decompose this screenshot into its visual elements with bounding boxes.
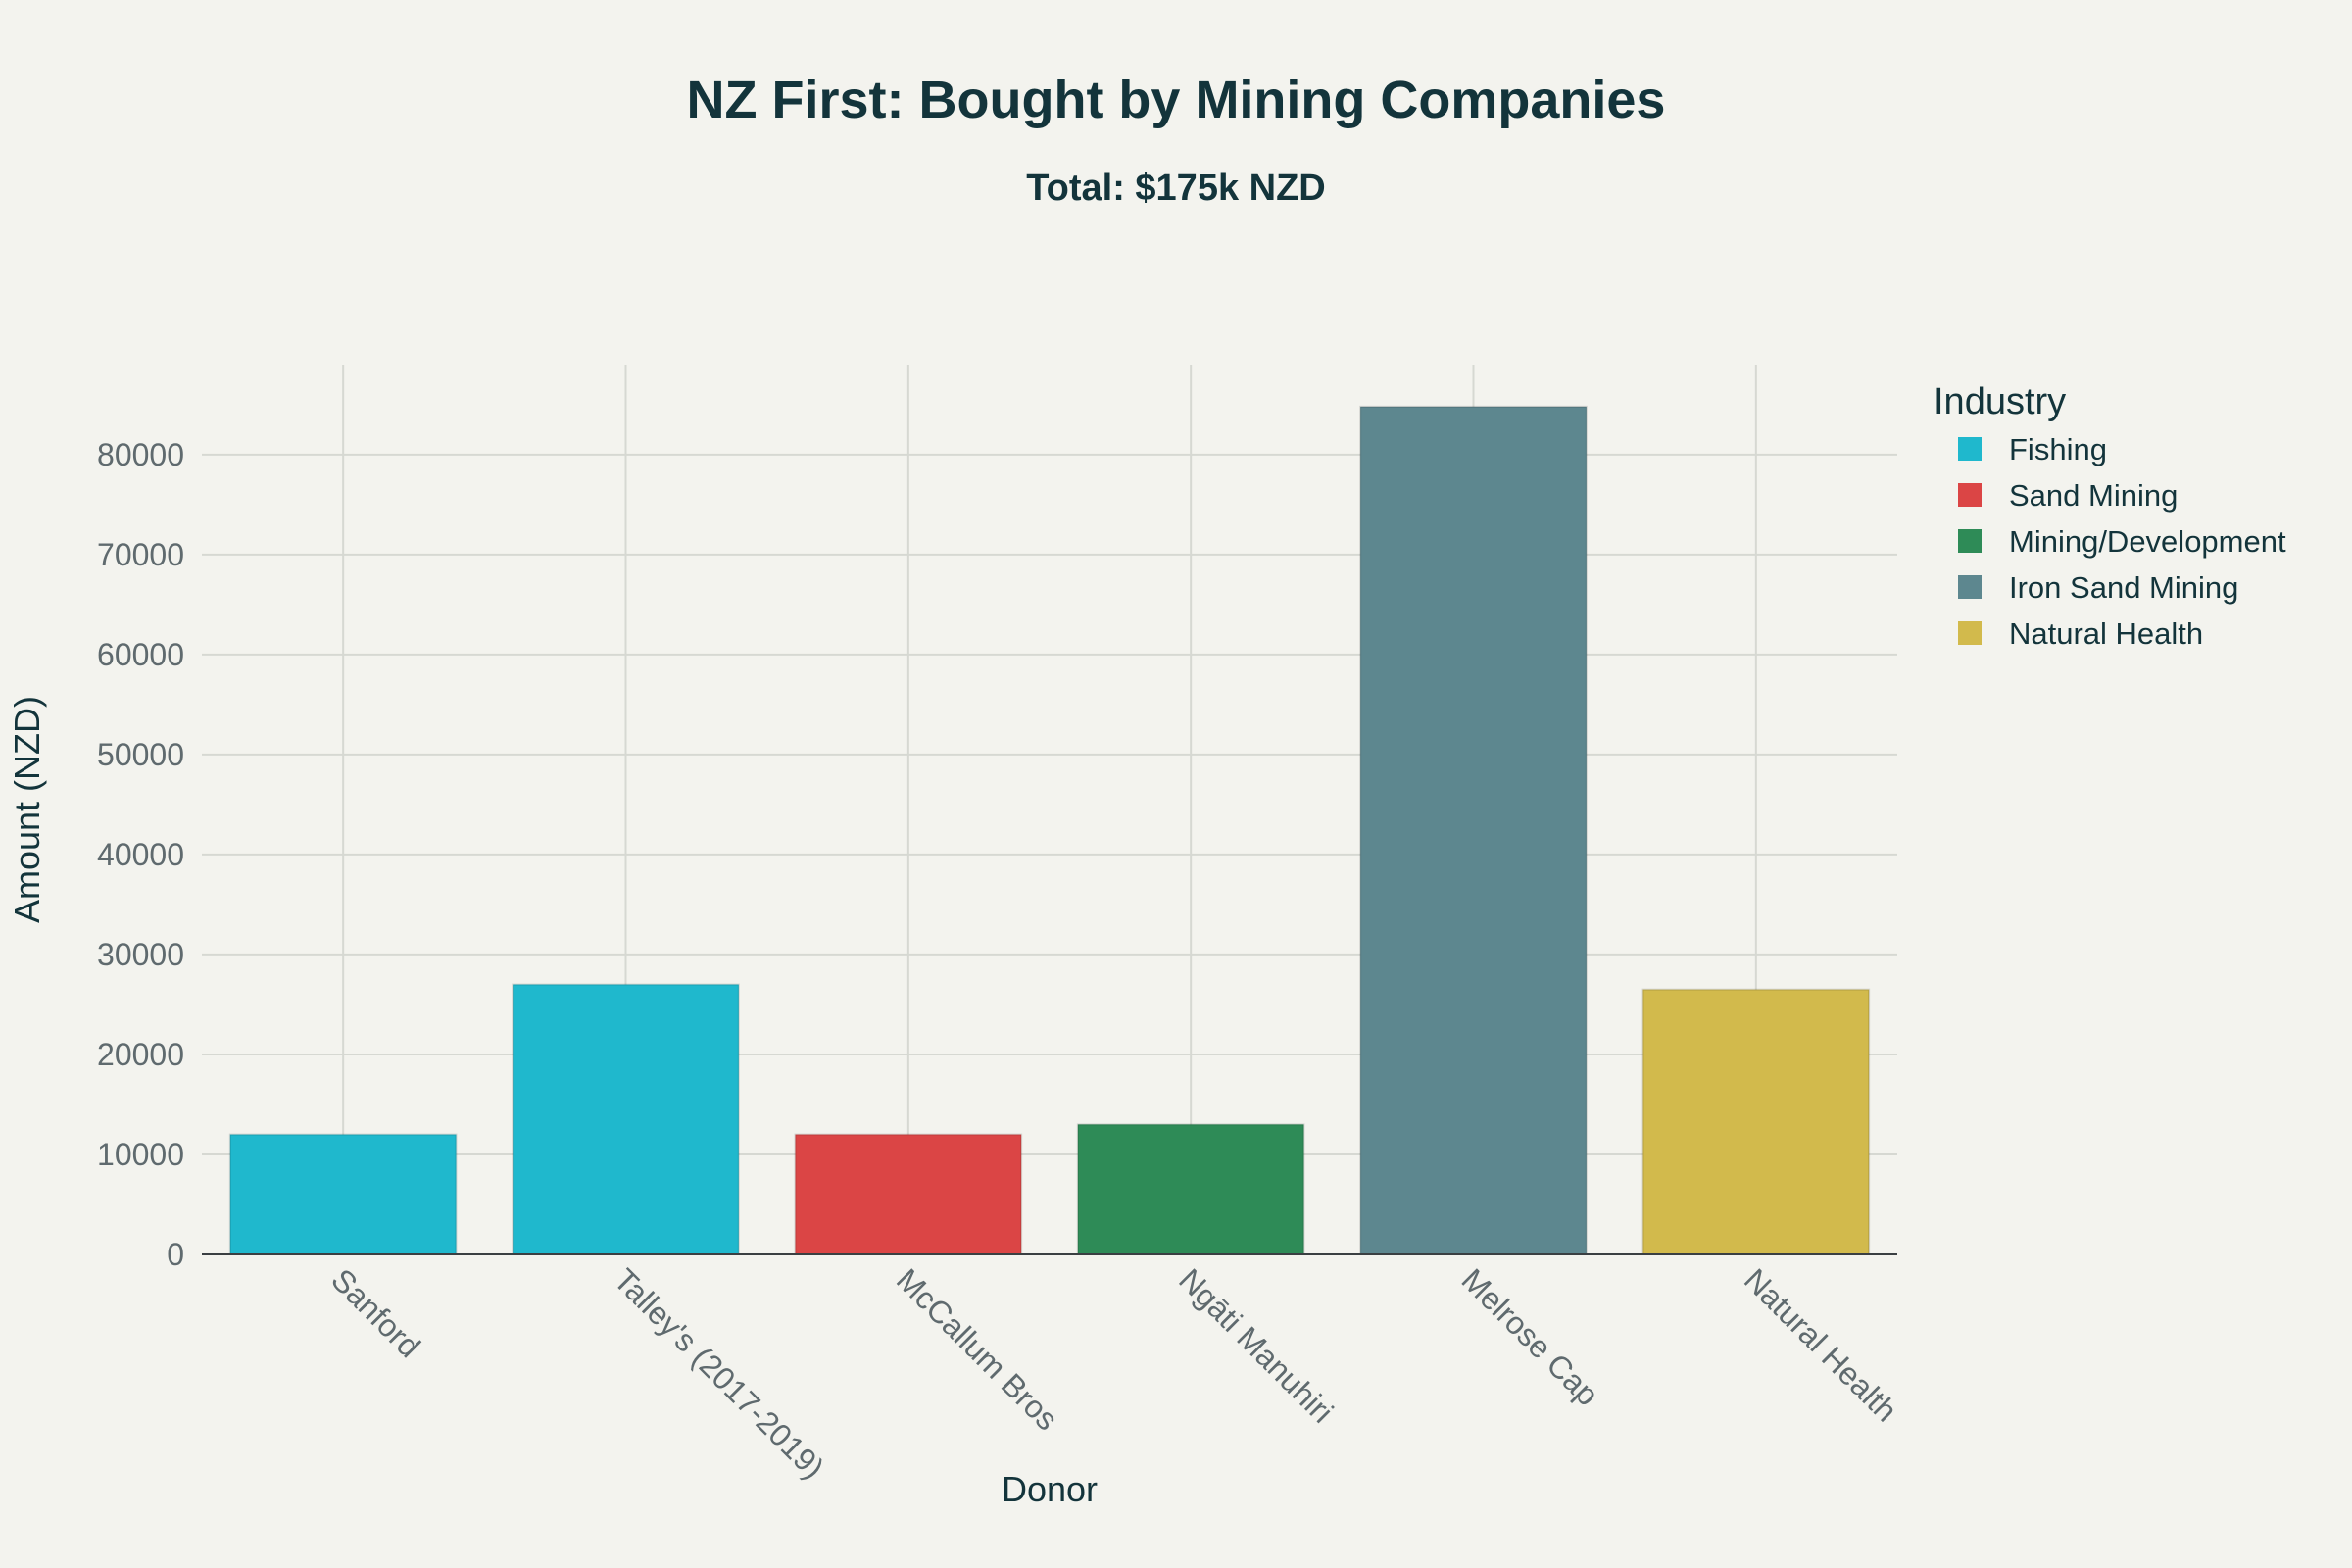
legend-swatch <box>1958 575 1982 599</box>
legend-swatch <box>1958 621 1982 645</box>
legend-item-label: Natural Health <box>2009 616 2203 651</box>
legend-items: Fishing Sand Mining Mining/Development Iron… <box>1958 432 2286 651</box>
y-axis-title: Amount (NZD) <box>7 696 47 923</box>
bar[interactable] <box>1076 1123 1305 1255</box>
y-tick-label: 40000 <box>97 837 184 872</box>
legend-item-label: Sand Mining <box>2009 478 2178 513</box>
y-tick-label: 10000 <box>97 1137 184 1172</box>
bars-layer <box>228 405 1871 1255</box>
legend-title: Industry <box>1934 381 2066 422</box>
x-tick-label: Talley's (2017-2019) <box>608 1261 832 1486</box>
y-tick-label: 60000 <box>97 637 184 672</box>
legend: Industry Fishing Sand Mining Mining/Develo… <box>1934 381 2286 651</box>
bar[interactable] <box>512 983 740 1255</box>
chart-title: NZ First: Bought by Mining Companies <box>687 71 1666 129</box>
legend-item-label: Mining/Development <box>2009 524 2286 559</box>
bar[interactable] <box>794 1133 1023 1255</box>
x-tick-label: McCallum Bros <box>890 1261 1065 1437</box>
legend-item-label: Iron Sand Mining <box>2009 570 2238 605</box>
y-tick-label: 50000 <box>97 737 184 772</box>
x-tick-label: Melrose Cap <box>1455 1261 1606 1412</box>
y-tick-label: 30000 <box>97 937 184 972</box>
y-tick-labels: 0 10000 20000 30000 40000 50000 60000 70000 8000… <box>97 437 184 1272</box>
x-tick-label: Sanford <box>324 1261 427 1364</box>
legend-swatch <box>1958 437 1982 461</box>
x-axis-title: Donor <box>1002 1469 1098 1509</box>
legend-swatch <box>1958 483 1982 507</box>
x-tick-labels: Sanford Talley's (2017-2019) McCallum Bros… <box>324 1261 1904 1486</box>
y-tick-label: 80000 <box>97 437 184 472</box>
bar[interactable] <box>1642 988 1871 1255</box>
x-tick-label: Natural Health <box>1738 1261 1904 1428</box>
chart-subtitle: Total: $175k NZD <box>1026 168 1325 209</box>
x-tick-label: Ngāti Manuhiri <box>1172 1261 1340 1429</box>
y-tick-label: 70000 <box>97 537 184 572</box>
legend-swatch <box>1958 529 1982 553</box>
y-tick-label: 0 <box>167 1237 184 1272</box>
bar[interactable] <box>228 1133 458 1255</box>
y-tick-label: 20000 <box>97 1037 184 1072</box>
legend-item-label: Fishing <box>2009 432 2107 466</box>
bar[interactable] <box>1359 405 1588 1255</box>
